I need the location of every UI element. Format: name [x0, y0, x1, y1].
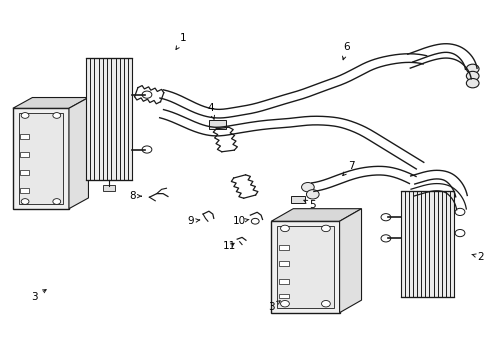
- Circle shape: [21, 199, 29, 204]
- Circle shape: [380, 213, 390, 221]
- Bar: [86, 58, 132, 180]
- Bar: [271, 221, 339, 313]
- Circle shape: [466, 71, 478, 81]
- Polygon shape: [271, 209, 361, 221]
- Bar: [19, 113, 63, 204]
- Text: 5: 5: [303, 200, 315, 210]
- Bar: [20, 152, 29, 157]
- Circle shape: [454, 229, 464, 237]
- Bar: [20, 188, 29, 193]
- Bar: [20, 170, 29, 175]
- Text: 11: 11: [223, 241, 236, 251]
- Circle shape: [280, 301, 289, 307]
- Bar: [208, 120, 226, 129]
- Bar: [13, 108, 69, 209]
- Text: 2: 2: [471, 252, 483, 262]
- Circle shape: [142, 146, 152, 153]
- Circle shape: [321, 301, 330, 307]
- Circle shape: [466, 78, 478, 88]
- Text: 1: 1: [176, 33, 186, 49]
- Polygon shape: [13, 98, 88, 108]
- Bar: [278, 261, 289, 266]
- Text: 3: 3: [267, 301, 280, 312]
- Circle shape: [466, 64, 478, 73]
- Polygon shape: [339, 209, 361, 313]
- Circle shape: [321, 225, 330, 231]
- Circle shape: [142, 91, 152, 98]
- Bar: [400, 191, 453, 297]
- Polygon shape: [69, 98, 88, 209]
- Circle shape: [306, 190, 319, 199]
- Circle shape: [380, 235, 390, 242]
- Bar: [290, 196, 305, 203]
- Text: 10: 10: [233, 216, 248, 226]
- Text: 9: 9: [187, 216, 200, 226]
- Text: 6: 6: [342, 42, 349, 60]
- Circle shape: [280, 225, 289, 231]
- Text: 3: 3: [31, 289, 46, 302]
- Circle shape: [21, 113, 29, 118]
- Circle shape: [301, 183, 314, 192]
- Bar: [20, 134, 29, 139]
- Text: 8: 8: [129, 191, 141, 201]
- Bar: [277, 226, 333, 309]
- Bar: [278, 279, 289, 284]
- Circle shape: [454, 208, 464, 216]
- Circle shape: [53, 113, 61, 118]
- Circle shape: [53, 199, 61, 204]
- Circle shape: [251, 219, 259, 224]
- Bar: [278, 294, 289, 298]
- Bar: [278, 245, 289, 250]
- Text: 4: 4: [206, 103, 214, 119]
- Bar: [103, 185, 115, 191]
- Text: 7: 7: [342, 161, 354, 176]
